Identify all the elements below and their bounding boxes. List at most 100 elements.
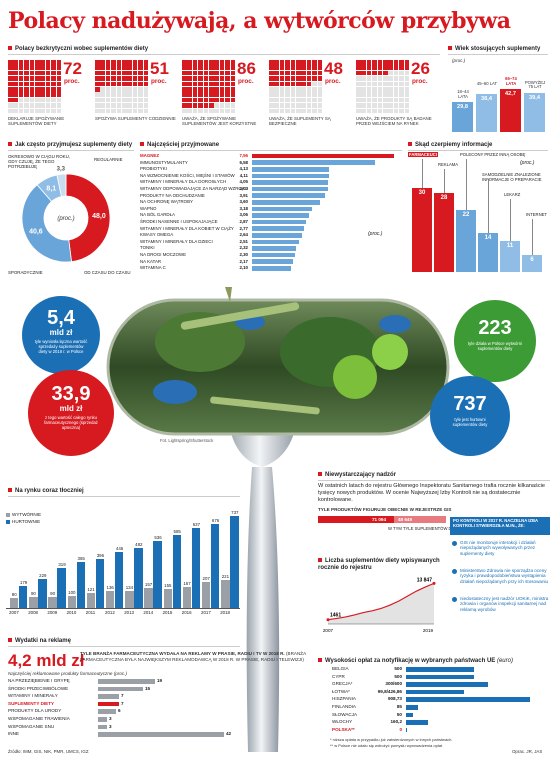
dot-cell <box>116 76 122 81</box>
dot-cell <box>290 65 296 70</box>
info-bar <box>500 241 520 272</box>
fees-bar <box>406 667 475 672</box>
dot-cell <box>361 65 366 70</box>
fees-label: FINLANDIA <box>332 704 356 709</box>
dot-cell <box>356 92 361 97</box>
dot-cell <box>290 92 296 97</box>
dot-cell <box>295 103 301 108</box>
dot-cell <box>95 97 100 103</box>
popular-bar <box>252 193 326 198</box>
dot-cell <box>100 86 105 92</box>
registry-bar-total <box>318 516 394 523</box>
dot-cell <box>13 65 18 70</box>
year-label: 2018 <box>220 610 230 615</box>
divider <box>8 150 134 151</box>
age-label: 45–60 LAT <box>476 80 498 86</box>
dot-grid <box>269 60 323 114</box>
dot-cell <box>372 97 377 103</box>
pie-value: 48,0 <box>92 213 106 220</box>
popular-bar <box>252 246 296 251</box>
dot-cell <box>105 86 111 92</box>
dot-cell <box>382 108 388 114</box>
dot-cell <box>121 70 127 76</box>
dot-cell <box>116 108 122 114</box>
dot-cell <box>399 76 404 81</box>
age-bar <box>452 102 473 132</box>
registry-bar-supplements <box>393 516 446 523</box>
dot-cell <box>274 103 279 108</box>
dot-cell <box>361 97 366 103</box>
dot-cell <box>192 97 198 103</box>
dot-cell <box>56 97 62 103</box>
fees-label: HISZPANIA <box>332 696 356 702</box>
attitude-value: 26 <box>411 59 430 78</box>
attitude-value: 48 <box>324 59 343 78</box>
value-wytwornie: 100 <box>68 589 76 595</box>
dot-cell <box>399 108 404 114</box>
dot-cell <box>306 103 312 108</box>
dot-cell <box>366 70 372 76</box>
ads-label: ŚRODKI PRZECIWBÓLOWE <box>8 685 69 691</box>
dot-cell <box>8 81 13 87</box>
dot-cell <box>274 92 279 97</box>
dot-cell <box>279 86 285 92</box>
ads-value: 4,2 mld zł <box>8 651 85 670</box>
fees-bar <box>406 674 475 680</box>
age-unit: (proc.) <box>452 58 466 63</box>
dot-cell <box>56 70 62 76</box>
dot-cell <box>285 65 290 70</box>
dot-cell <box>404 97 410 103</box>
bar-hurtownie <box>38 579 47 608</box>
dot-cell <box>290 60 296 65</box>
dot-cell <box>290 70 296 76</box>
value-hurtownie: 396 <box>96 552 105 558</box>
popular-value: 2,32 <box>239 245 248 251</box>
dot-cell <box>138 65 143 70</box>
dot-cell <box>40 70 45 76</box>
dot-cell <box>312 76 317 81</box>
dot-cell <box>29 92 35 97</box>
dot-cell <box>356 97 361 103</box>
dot-cell <box>301 70 306 76</box>
dot-cell <box>269 65 274 70</box>
dot-cell <box>372 60 377 65</box>
dot-cell <box>366 86 372 92</box>
value-hurtownie: 637 <box>192 522 201 528</box>
dot-cell <box>388 81 393 87</box>
attitude-item: 26 proc. UWAŻA, ŻE PRODUKTY SĄ BADANE PRZE… <box>356 58 441 130</box>
fees-value: 85 <box>396 704 402 709</box>
year-label: 2008 <box>28 610 38 615</box>
ads-bar <box>98 724 107 730</box>
dot-cell <box>393 92 399 97</box>
dot-cell <box>366 97 372 103</box>
popular-value: 7,56 <box>239 153 248 158</box>
dot-cell <box>132 92 138 97</box>
dot-cell <box>269 86 274 92</box>
dot-grid <box>356 60 410 114</box>
pharma-unit: mld zł <box>59 404 83 413</box>
attitude-label: UWAŻA, ŻE SPOŻYWANIE SUPLEMENTÓW JEST KO… <box>182 116 257 127</box>
dot-cell <box>279 92 285 97</box>
age-bar <box>500 89 521 132</box>
dot-cell <box>138 81 143 87</box>
ads-text: TYLE BRANŻA FARMACEUTYCZNA WYDAŁA NA REK… <box>80 651 306 662</box>
frequency-heading: Jak często przyjmujesz suplementy diety <box>8 142 132 148</box>
dot-cell <box>274 81 279 87</box>
dot-cell <box>40 65 45 70</box>
attitudes-row: 72 proc. DEKLARUJE SPOŻYWANIE SUPLEMENTÓW … <box>8 58 443 130</box>
dot-cell <box>24 76 29 81</box>
dot-cell <box>111 92 116 97</box>
dot-cell <box>187 92 192 97</box>
age-value: 38,4 <box>481 95 492 102</box>
attitude-value: 72 <box>63 59 82 78</box>
dot-cell <box>295 92 301 97</box>
fees-value: 500 <box>394 666 402 671</box>
popular-unit: (proc.) <box>368 231 383 237</box>
dot-cell <box>399 81 404 87</box>
dot-cell <box>24 92 29 97</box>
bar-wytwornie <box>86 592 96 608</box>
bar-hurtownie <box>115 552 124 608</box>
dot-cell <box>45 92 51 97</box>
dot-cell <box>192 92 198 97</box>
dot-cell <box>143 70 149 76</box>
